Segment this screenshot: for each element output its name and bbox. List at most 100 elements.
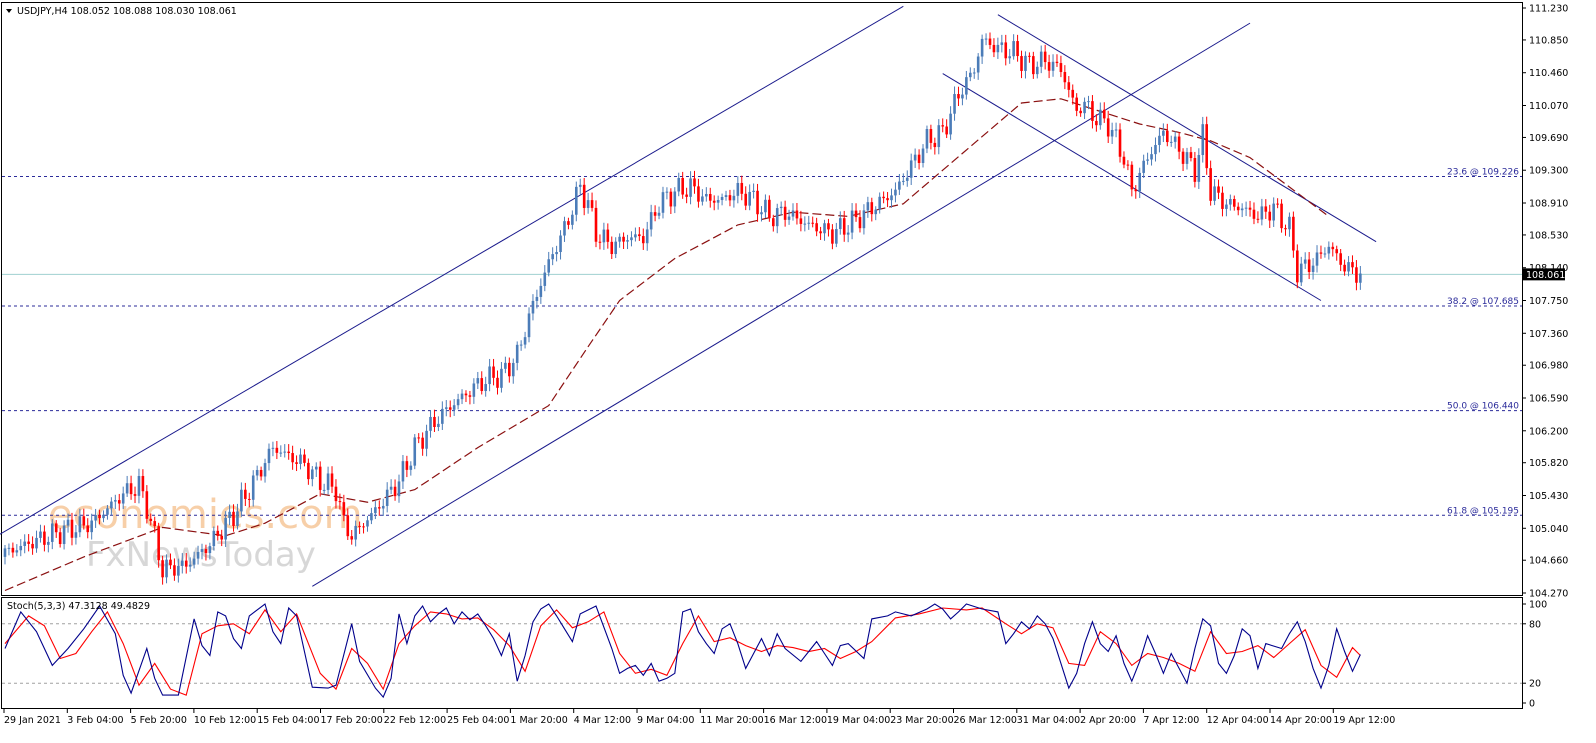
time-axis-label: 3 Feb 04:00 [67,715,123,726]
candle [815,217,818,237]
candle [728,189,732,207]
candle [693,170,696,194]
collapse-triangle-icon[interactable] [6,9,12,13]
candle [701,189,704,206]
candle [862,204,866,235]
candle [996,37,1000,59]
stoch-main-line [4,603,1361,699]
candle [598,234,602,250]
candle [1142,154,1145,178]
candle [740,175,744,201]
candle [1059,55,1063,78]
candle [196,545,200,565]
candle [980,34,984,64]
candle [1240,203,1244,218]
candle [732,189,736,208]
candle [1307,251,1311,280]
candle [555,245,558,262]
candle [216,525,220,541]
candle [1339,248,1342,272]
candle [318,461,322,497]
candle [1130,161,1134,197]
trendline-falling-channel-upper[interactable] [997,14,1377,243]
candle [15,544,19,557]
candle [137,468,141,504]
candle [429,410,432,438]
price-axis-label: 110.850 [1529,35,1568,46]
candle [933,137,937,155]
candle [362,522,365,534]
time-axis-label: 17 Feb 20:00 [321,715,383,726]
trendline-rising-channel-upper[interactable] [0,5,904,536]
candle [27,534,30,552]
candle [894,182,897,203]
candle [720,193,724,206]
candle [188,557,192,572]
candle [181,553,184,574]
candle [559,230,562,260]
candle [614,237,617,259]
candle [62,520,66,550]
candle [641,228,645,250]
candle [842,210,846,242]
candle [1347,256,1350,277]
fib-level-label: 23.6 @ 109.226 [1447,167,1519,177]
fibonacci-levels: 23.6 @ 109.226 38.2 @ 107.685 50.0 @ 106.4… [2,167,1522,516]
stoch-axis-label: 20 [1529,679,1541,690]
candle [744,186,748,211]
candle [330,466,334,494]
candle [1280,199,1283,233]
main-plot-frame [1,2,1523,596]
candle [354,520,357,547]
candle [1236,202,1240,216]
candle [35,530,38,553]
candle [504,356,507,374]
candle [47,536,50,553]
candle [1016,34,1019,62]
time-axis-label: 1 Mar 20:00 [510,715,567,726]
trendline-rising-channel-lower[interactable] [312,22,1251,587]
candle [519,340,523,351]
candle [1232,195,1236,211]
time-axis: 29 Jan 2021 3 Feb 04:00 5 Feb 20:00 10 Feb … [3,709,1395,726]
candle [1225,199,1228,217]
candle [618,233,621,248]
candle [511,358,515,384]
price-axis-label: 109.300 [1529,166,1568,177]
candle [1114,122,1118,138]
candle [953,86,956,121]
candle [7,543,11,556]
candle [1173,131,1177,149]
candle [665,187,669,200]
candle [31,536,34,555]
candle [129,475,133,500]
candle [244,482,247,507]
candle [1260,198,1264,226]
candle [370,507,373,525]
price-axis-label: 105.040 [1529,524,1568,535]
candle [224,511,227,548]
candle [177,558,180,583]
candle [82,508,86,530]
candle [929,124,933,150]
candle [1000,34,1004,53]
candle [838,211,842,235]
candle [1292,211,1295,258]
candle [279,445,283,457]
time-axis-label: 2 Apr 20:00 [1080,715,1136,726]
candle [1193,151,1197,188]
candle [858,210,862,233]
candle [283,444,287,458]
candle [1110,122,1114,144]
time-axis-label: 15 Feb 04:00 [257,715,319,726]
fib-level-label: 38.2 @ 107.685 [1447,297,1519,307]
time-axis-label: 29 Jan 2021 [4,715,61,726]
candle [1177,132,1181,160]
candle [1213,179,1216,206]
candle [961,87,964,106]
candle [984,33,988,46]
candle [66,513,70,533]
candle [523,331,527,349]
candle [783,200,787,227]
